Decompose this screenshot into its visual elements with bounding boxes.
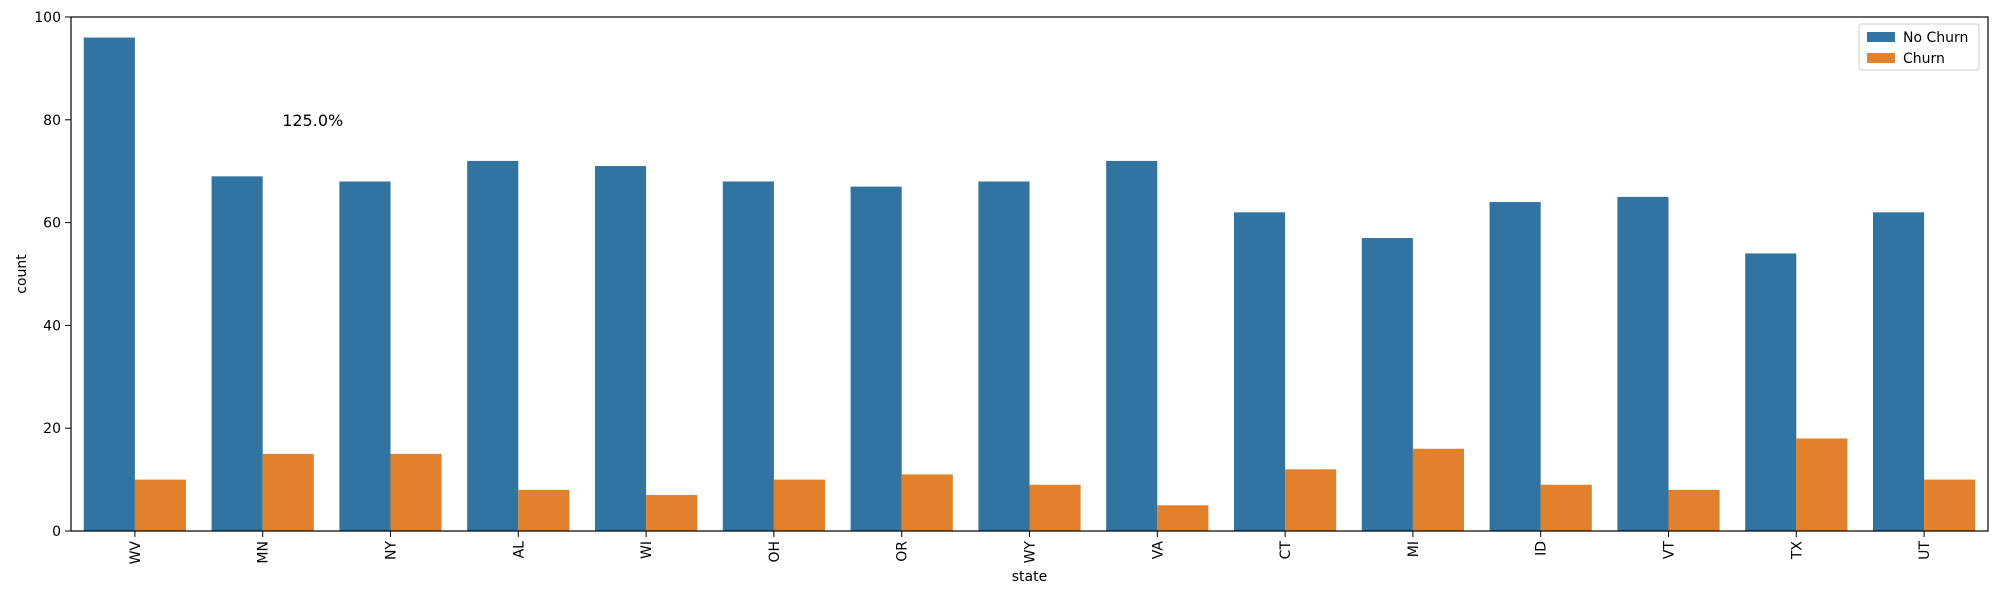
y-axis-label: count <box>14 254 30 294</box>
x-tick-label-mn: MN <box>256 541 272 564</box>
y-tick-label: 100 <box>34 10 61 26</box>
bar-churn-id <box>1540 484 1592 531</box>
bar-no-churn-id <box>1489 202 1541 532</box>
x-axis: WV MN NY AL WI OH OR WY VA CT MI ID VT TX UT <box>128 531 1933 564</box>
x-axis-label: state <box>1012 569 1047 585</box>
bar-churn-tx <box>1796 438 1848 531</box>
bar-churn-or <box>901 474 953 531</box>
annotations: 125.0% <box>282 111 343 130</box>
bar-churn-mn <box>262 453 314 531</box>
x-tick-label-wy: WY <box>1023 541 1039 564</box>
bar-no-churn-mi <box>1361 238 1413 531</box>
bar-churn-wy <box>1029 484 1081 531</box>
bar-churn-al <box>518 489 570 531</box>
bar-churn-mi <box>1412 448 1465 531</box>
y-tick-label: 80 <box>43 113 61 129</box>
y-tick-label: 40 <box>43 318 61 334</box>
bar-no-churn-mn <box>211 176 263 531</box>
x-tick-label-ny: NY <box>384 541 400 560</box>
bar-no-churn-oh <box>722 181 774 532</box>
bar-no-churn-al <box>467 160 519 532</box>
x-tick-label-vt: VT <box>1662 541 1678 560</box>
bars-group <box>83 37 1976 532</box>
y-tick-label: 60 <box>43 216 61 232</box>
legend: No Churn Churn <box>1858 23 1980 71</box>
x-tick-label-id: ID <box>1534 541 1550 556</box>
y-tick-label: 0 <box>52 524 61 540</box>
bar-no-churn-tx <box>1745 253 1797 531</box>
bar-no-churn-wi <box>594 166 647 531</box>
bar-no-churn-vt <box>1617 196 1669 531</box>
bar-no-churn-ut <box>1872 212 1925 531</box>
x-tick-label-al: AL <box>511 541 527 559</box>
legend-label-churn: Churn <box>1903 51 1945 67</box>
bar-churn-ny <box>390 453 442 531</box>
x-tick-label-ct: CT <box>1278 541 1294 560</box>
x-tick-label-ut: UT <box>1917 541 1933 560</box>
annotation-text: 125.0% <box>282 111 343 130</box>
bar-no-churn-wv <box>83 37 135 532</box>
bar-churn-va <box>1157 505 1209 531</box>
x-tick-label-oh: OH <box>767 541 783 563</box>
bar-churn-oh <box>773 479 826 531</box>
bar-churn-wv <box>134 479 187 531</box>
x-tick-label-wi: WI <box>639 541 655 559</box>
y-axis: 0 20 40 60 80 100 <box>34 10 71 540</box>
x-tick-label-mi: MI <box>1406 541 1422 557</box>
bar-no-churn-ct <box>1233 212 1286 531</box>
x-tick-label-or: OR <box>895 541 911 562</box>
bar-no-churn-va <box>1106 160 1158 532</box>
legend-swatch-no-churn <box>1867 32 1895 42</box>
legend-swatch-churn <box>1867 53 1895 63</box>
x-tick-label-va: VA <box>1150 541 1166 560</box>
x-tick-label-tx: TX <box>1789 541 1805 561</box>
plot-frame <box>70 16 1989 532</box>
bar-churn-ct <box>1285 469 1337 531</box>
bar-churn-wi <box>646 495 698 531</box>
bar-churn-ut <box>1924 479 1976 531</box>
bar-churn-vt <box>1668 489 1720 531</box>
bar-no-churn-or <box>850 186 902 531</box>
y-tick-label: 20 <box>43 421 61 437</box>
x-tick-label-wv: WV <box>128 541 144 565</box>
bar-no-churn-ny <box>339 181 391 532</box>
legend-label-no-churn: No Churn <box>1903 30 1968 46</box>
bar-no-churn-wy <box>978 181 1030 532</box>
